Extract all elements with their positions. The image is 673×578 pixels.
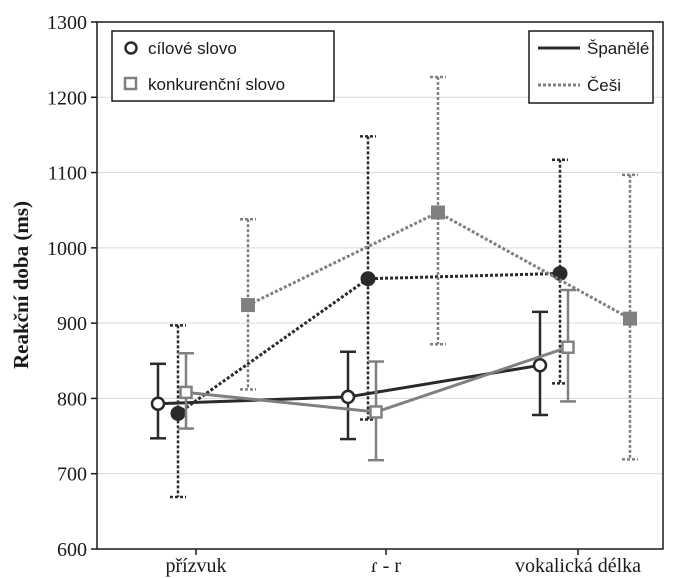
y-axis-title: Reakční doba (ms) — [9, 201, 33, 369]
y-axis: 600 700 800 900 1000 1100 1200 1300 — [47, 12, 97, 561]
x-axis: přízvuk ɾ - r vokalická délka — [165, 549, 641, 577]
legend-entry-czechs: Češi — [587, 76, 621, 95]
square-marker-icon — [123, 76, 138, 91]
data-point — [561, 340, 575, 354]
data-point — [340, 389, 356, 405]
legend-words-box — [111, 30, 335, 102]
series-1 — [150, 310, 548, 441]
y-tick-label: 800 — [57, 388, 87, 410]
legend-entry-spaniards: Španělé — [587, 39, 649, 58]
y-tick-label: 900 — [57, 313, 87, 335]
plot-frame — [96, 21, 664, 550]
series-3 — [170, 135, 568, 499]
x-tick-label: ɾ - r — [371, 555, 401, 577]
series-4 — [240, 75, 638, 461]
data-point — [369, 405, 383, 419]
y-tick-label: 700 — [57, 464, 87, 486]
x-tick-label: vokalická délka — [515, 555, 641, 577]
legend-words: cílové slovo konkurenční slovo — [111, 30, 335, 102]
y-tick-label: 600 — [57, 539, 87, 561]
data-point — [179, 385, 193, 400]
legend-groups-box — [528, 30, 654, 104]
legend-entry-competitor-word: konkurenční slovo — [148, 75, 285, 94]
y-tick-label: 1300 — [47, 12, 87, 34]
y-tick-label: 1200 — [47, 87, 87, 109]
series-2 — [178, 288, 576, 462]
data-point — [623, 311, 637, 326]
series-layer — [150, 75, 638, 499]
y-tick-label: 1000 — [47, 238, 87, 260]
data-point — [241, 298, 255, 313]
data-point — [431, 205, 445, 220]
data-point — [532, 358, 548, 373]
x-tick-label: přízvuk — [165, 555, 226, 577]
circle-marker-icon — [124, 41, 138, 55]
data-point — [360, 271, 376, 287]
legend-groups: Španělé Češi — [528, 30, 654, 104]
data-point — [150, 396, 166, 411]
data-point — [170, 405, 186, 421]
legend-entry-target-word: cílové slovo — [148, 39, 237, 58]
y-tick-label: 1100 — [48, 163, 87, 185]
